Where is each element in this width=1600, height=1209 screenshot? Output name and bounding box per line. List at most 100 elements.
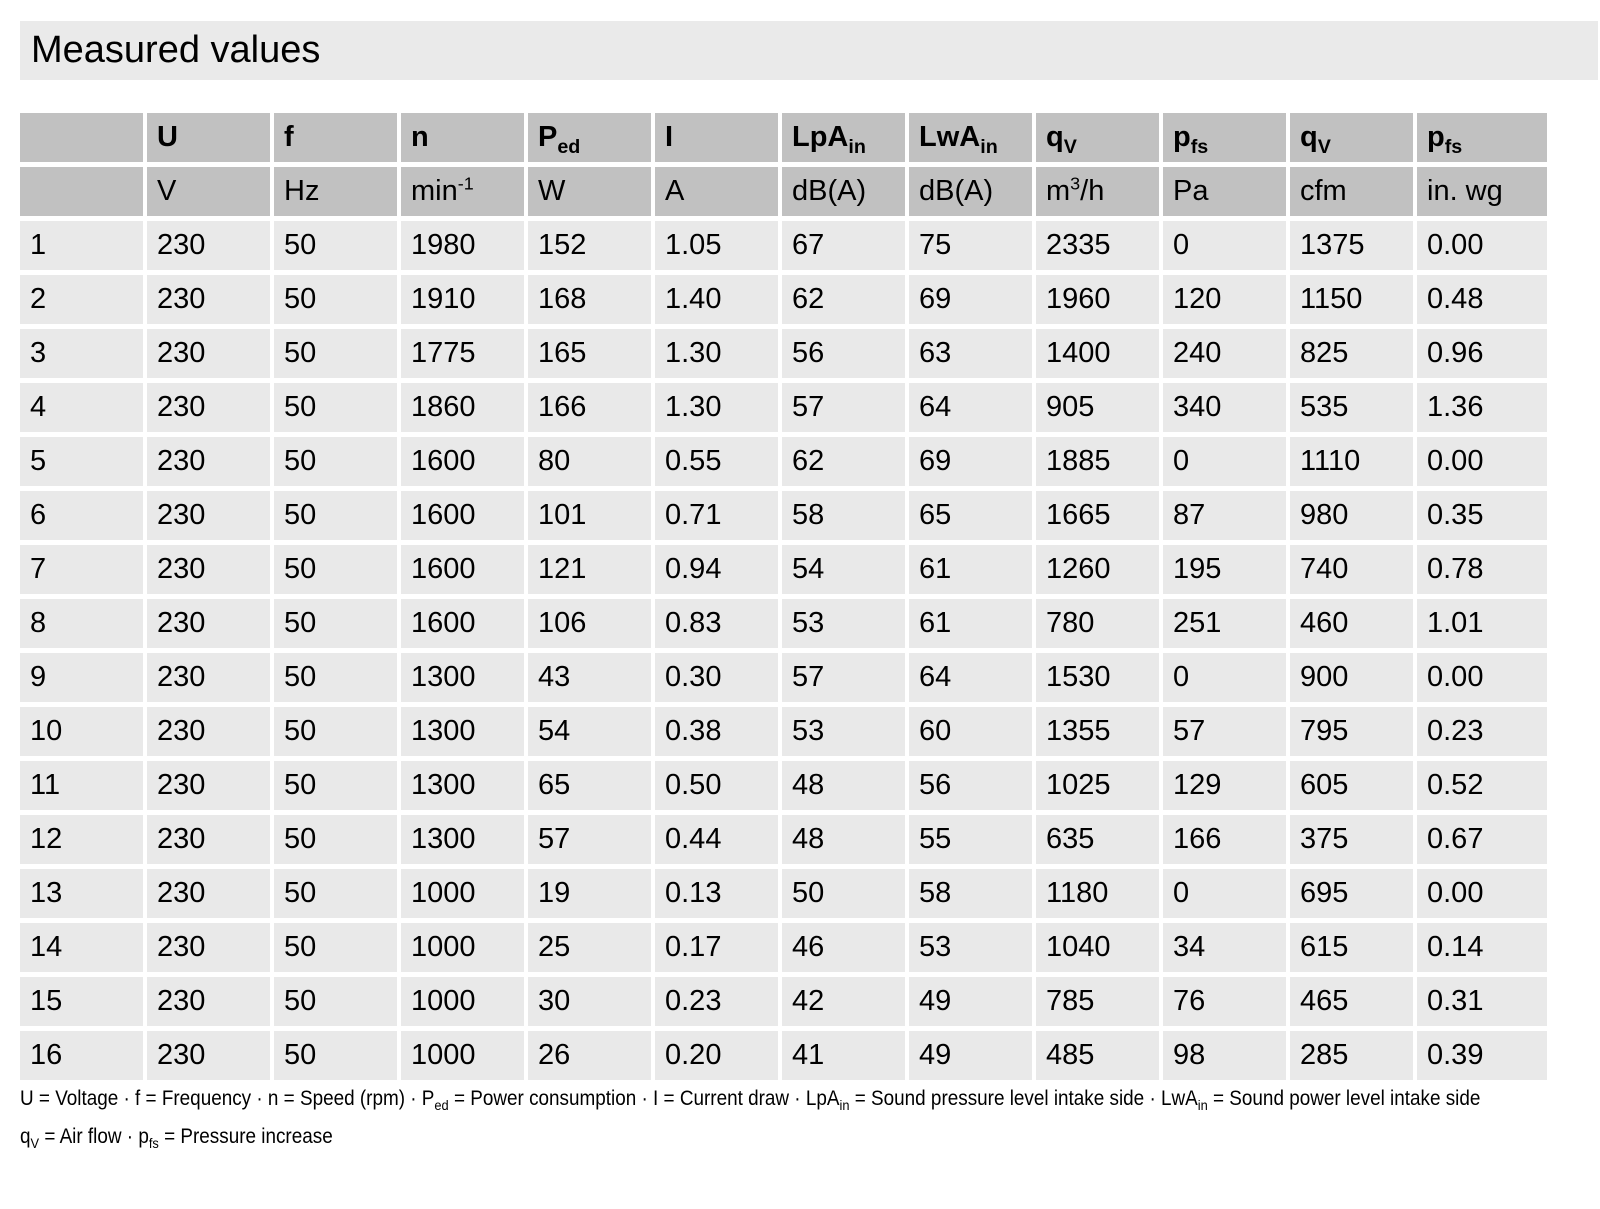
table-cell: 53 <box>782 599 905 648</box>
table-cell: 1.05 <box>655 221 778 270</box>
table-cell: 1150 <box>1290 275 1413 324</box>
table-cell: 0.35 <box>1417 491 1547 540</box>
table-cell: 1300 <box>401 707 524 756</box>
table-cell: 230 <box>147 329 270 378</box>
table-cell: 98 <box>1163 1031 1286 1080</box>
table-cell: 230 <box>147 491 270 540</box>
column-header-q: qV <box>1036 113 1159 162</box>
table-cell: 48 <box>782 815 905 864</box>
table-cell: 0.50 <box>655 761 778 810</box>
legend-line-1: U = Voltage · f = Frequency · n = Speed … <box>20 1087 1481 1115</box>
table-cell: 1.30 <box>655 329 778 378</box>
table-cell: 26 <box>528 1031 651 1080</box>
table-cell: 50 <box>274 329 397 378</box>
table-cell: 25 <box>528 923 651 972</box>
table-cell: 230 <box>147 977 270 1026</box>
table-cell: 56 <box>782 329 905 378</box>
unit-cell-min: min-1 <box>401 167 524 216</box>
table-cell: 50 <box>274 491 397 540</box>
column-header-p: pfs <box>1163 113 1286 162</box>
table-cell: 1300 <box>401 653 524 702</box>
table-cell: 460 <box>1290 599 1413 648</box>
row-number: 5 <box>20 437 143 486</box>
table-cell: 50 <box>274 707 397 756</box>
table-cell: 50 <box>274 437 397 486</box>
column-header-p: Ped <box>528 113 651 162</box>
table-cell: 1260 <box>1036 545 1159 594</box>
table-cell: 57 <box>782 653 905 702</box>
unit-cell-a: A <box>655 167 778 216</box>
table-cell: 0 <box>1163 653 1286 702</box>
row-number: 6 <box>20 491 143 540</box>
table-cell: 53 <box>909 923 1032 972</box>
table-cell: 780 <box>1036 599 1159 648</box>
table-cell: 0.23 <box>1417 707 1547 756</box>
table-cell: 1300 <box>401 815 524 864</box>
unit-cell-db-a-: dB(A) <box>909 167 1032 216</box>
table-cell: 61 <box>909 599 1032 648</box>
table-cell: 0.17 <box>655 923 778 972</box>
row-number: 16 <box>20 1031 143 1080</box>
table-cell: 69 <box>909 437 1032 486</box>
table-cell: 50 <box>274 1031 397 1080</box>
table-cell: 56 <box>909 761 1032 810</box>
table-cell: 53 <box>782 707 905 756</box>
section-title-bar: Measured values <box>20 21 1598 80</box>
table-cell: 165 <box>528 329 651 378</box>
table-cell: 67 <box>782 221 905 270</box>
table-cell: 49 <box>909 977 1032 1026</box>
column-header-lwa: LwAin <box>909 113 1032 162</box>
table-cell: 1600 <box>401 437 524 486</box>
unit-cell-v: V <box>147 167 270 216</box>
table-cell: 0.00 <box>1417 653 1547 702</box>
table-cell: 240 <box>1163 329 1286 378</box>
table-cell: 980 <box>1290 491 1413 540</box>
table-cell: 75 <box>909 221 1032 270</box>
table-cell: 1960 <box>1036 275 1159 324</box>
table-cell: 63 <box>909 329 1032 378</box>
table-cell: 905 <box>1036 383 1159 432</box>
table-cell: 43 <box>528 653 651 702</box>
table-cell: 0.23 <box>655 977 778 1026</box>
row-number: 12 <box>20 815 143 864</box>
table-cell: 615 <box>1290 923 1413 972</box>
table-cell: 230 <box>147 707 270 756</box>
table-cell: 106 <box>528 599 651 648</box>
table-cell: 50 <box>274 599 397 648</box>
table-cell: 54 <box>782 545 905 594</box>
table-cell: 57 <box>1163 707 1286 756</box>
table-cell: 0.39 <box>1417 1031 1547 1080</box>
table-cell: 230 <box>147 869 270 918</box>
table-cell: 465 <box>1290 977 1413 1026</box>
table-cell: 535 <box>1290 383 1413 432</box>
table-cell: 50 <box>274 653 397 702</box>
table-cell: 1910 <box>401 275 524 324</box>
table-cell: 166 <box>528 383 651 432</box>
table-cell: 50 <box>274 545 397 594</box>
table-cell: 0.44 <box>655 815 778 864</box>
table-cell: 49 <box>909 1031 1032 1080</box>
row-number: 15 <box>20 977 143 1026</box>
table-cell: 0.30 <box>655 653 778 702</box>
table-cell: 1600 <box>401 491 524 540</box>
table-cell: 1000 <box>401 923 524 972</box>
table-cell: 0.67 <box>1417 815 1547 864</box>
table-cell: 76 <box>1163 977 1286 1026</box>
table-cell: 50 <box>274 869 397 918</box>
table-cell: 230 <box>147 383 270 432</box>
column-header-u: U <box>147 113 270 162</box>
table-cell: 87 <box>1163 491 1286 540</box>
table-cell: 57 <box>528 815 651 864</box>
table-cell: 61 <box>909 545 1032 594</box>
row-number: 14 <box>20 923 143 972</box>
table-cell: 30 <box>528 977 651 1026</box>
table-cell: 64 <box>909 383 1032 432</box>
table-cell: 129 <box>1163 761 1286 810</box>
table-cell: 1775 <box>401 329 524 378</box>
table-cell: 695 <box>1290 869 1413 918</box>
table-cell: 605 <box>1290 761 1413 810</box>
column-header-lpa: LpAin <box>782 113 905 162</box>
table-cell: 41 <box>782 1031 905 1080</box>
